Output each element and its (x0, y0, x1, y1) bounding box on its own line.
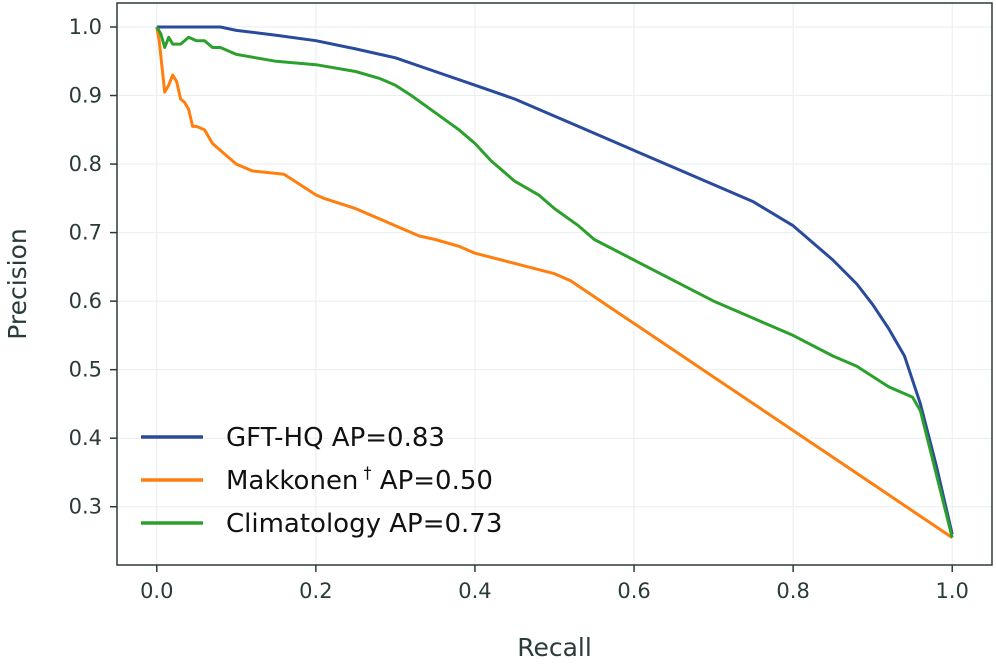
y-tick-label: 0.7 (69, 221, 102, 245)
x-tick-label: 0.0 (140, 579, 173, 603)
x-axis-label: Recall (517, 633, 592, 662)
y-tick-label: 0.5 (69, 358, 102, 382)
x-tick-label: 0.2 (299, 579, 332, 603)
legend-label-main: Makkonen (226, 466, 358, 496)
plot-frame (116, 2, 993, 566)
legend: GFT-HQ AP=0.83 Makkonen † AP=0.50 Climatol… (141, 423, 502, 539)
legend-label-dagger: † (358, 463, 371, 482)
y-axis-label: Precision (3, 228, 32, 340)
y-tick-label: 0.4 (69, 426, 102, 450)
series-line-makkonen (155, 26, 954, 539)
y-tick-label: 1.0 (69, 15, 102, 39)
legend-label-main: GFT-HQ AP=0.83 (226, 423, 445, 453)
legend-label-tail: AP=0.50 (372, 466, 493, 496)
legend-label-makkonen: Makkonen † AP=0.50 (226, 463, 493, 496)
x-tick-label: 0.4 (458, 579, 491, 603)
series-line-gft-hq (156, 25, 954, 535)
y-tick-label: 0.9 (69, 84, 102, 108)
y-tick-label: 0.6 (69, 289, 102, 313)
legend-label-climatology: Climatology AP=0.73 (226, 509, 502, 539)
y-tick-label: 0.3 (69, 495, 102, 519)
y-tick-label: 0.8 (69, 152, 102, 176)
series-line-climatology (155, 26, 954, 538)
legend-label-main: Climatology AP=0.73 (226, 509, 502, 539)
grid (117, 3, 992, 565)
x-tick-label: 1.0 (936, 579, 969, 603)
x-tick-label: 0.6 (617, 579, 650, 603)
axis-ticks: 0.0 0.2 0.4 0.6 0.8 1.0 0.3 0.4 0.5 0.6 0.7 0.8 0.9 1… (69, 15, 969, 603)
x-tick-label: 0.8 (776, 579, 809, 603)
legend-label-gft-hq: GFT-HQ AP=0.83 (226, 423, 445, 453)
series-lines (155, 25, 954, 539)
